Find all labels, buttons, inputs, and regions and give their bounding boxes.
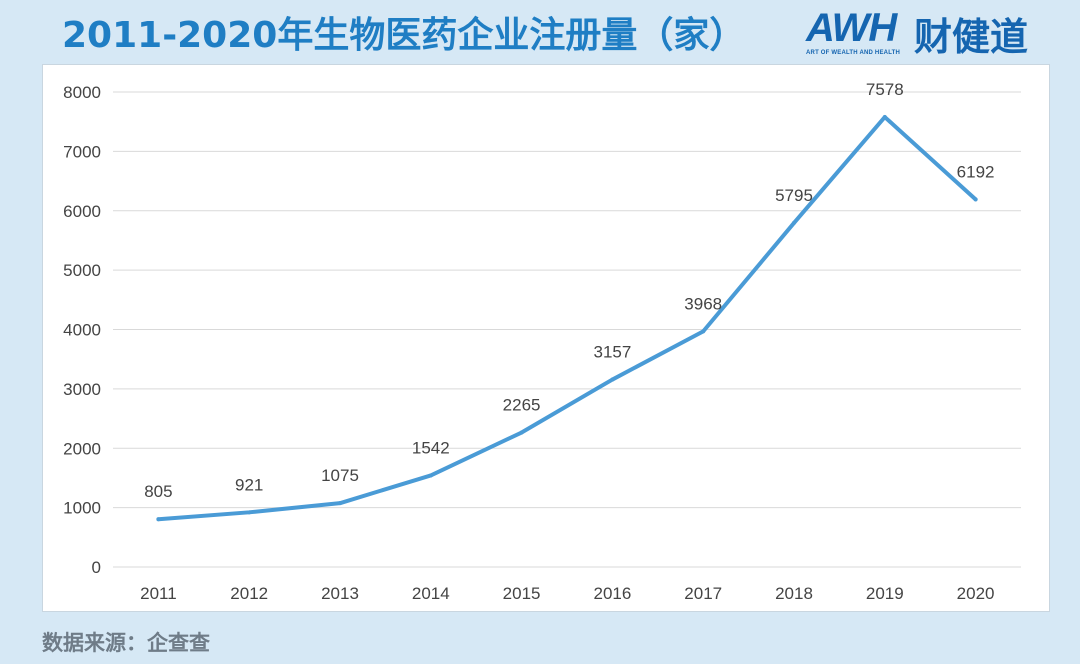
chart-panel: 0 1000 2000 3000 4000 5000 6000 7000 8000 2011 201…	[42, 64, 1050, 612]
data-label: 2265	[503, 396, 541, 415]
y-tick-label: 1000	[63, 499, 101, 518]
data-label: 3968	[684, 294, 722, 313]
data-point	[882, 115, 887, 120]
data-point	[156, 517, 161, 522]
logo-awh: AWH	[806, 6, 897, 50]
data-point	[610, 377, 615, 382]
y-tick-label: 4000	[63, 321, 101, 340]
chart-title: 2011-2020年生物医药企业注册量（家）	[62, 15, 746, 56]
data-label: 5795	[775, 186, 813, 205]
x-tick-label: 2012	[230, 584, 268, 603]
data-label: 921	[235, 475, 263, 494]
x-tick-label: 2016	[593, 584, 631, 603]
y-tick-label: 7000	[63, 142, 101, 161]
x-tick-label: 2018	[775, 584, 813, 603]
line-chart: 0 1000 2000 3000 4000 5000 6000 7000 8000 2011 201…	[63, 80, 1021, 603]
data-point	[701, 329, 706, 334]
x-tick-label: 2014	[412, 584, 450, 603]
data-label: 1075	[321, 466, 359, 485]
data-point	[792, 220, 796, 225]
x-tick-label: 2011	[140, 584, 177, 603]
logo-cn: 财健道	[914, 15, 1029, 59]
series-line	[156, 115, 978, 522]
data-source: 数据来源：企查查	[42, 631, 210, 655]
data-label: 805	[144, 482, 172, 501]
x-tick-label: 2017	[684, 584, 722, 603]
x-tick-label: 2015	[503, 584, 541, 603]
data-point	[973, 197, 978, 202]
y-tick-label: 8000	[63, 83, 101, 102]
y-tick-label: 3000	[63, 380, 101, 399]
data-label: 3157	[593, 343, 631, 362]
y-tick-label: 0	[92, 558, 101, 577]
data-label: 1542	[412, 438, 450, 457]
x-tick-label: 2020	[957, 584, 995, 603]
logo-tagline: ART OF WEALTH AND HEALTH	[806, 50, 901, 56]
data-point	[428, 473, 433, 478]
data-label: 7578	[866, 80, 904, 99]
y-tick-label: 5000	[63, 261, 101, 280]
data-point	[519, 430, 524, 435]
y-tick-label: 2000	[63, 439, 101, 458]
x-tick-label: 2013	[321, 584, 359, 603]
data-point	[338, 501, 342, 506]
data-label: 6192	[957, 162, 995, 181]
data-point	[247, 510, 252, 515]
x-tick-label: 2019	[866, 584, 904, 603]
y-tick-label: 6000	[63, 202, 101, 221]
